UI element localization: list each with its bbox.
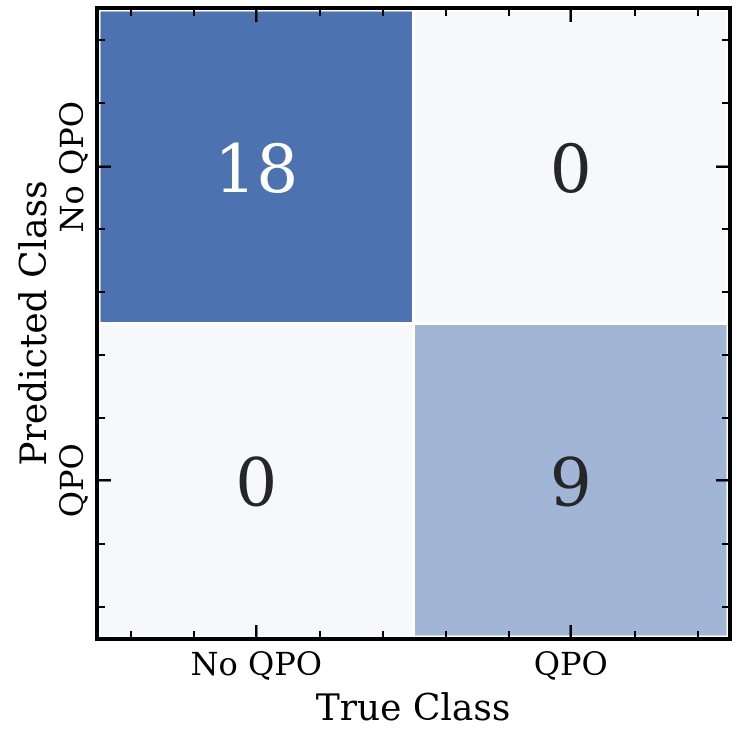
axis-ticks — [97, 8, 730, 639]
heatmap-cells — [97, 8, 730, 639]
plot-frame — [95, 6, 732, 641]
y-tick-label: No QPO — [53, 101, 91, 232]
cell-value-label: 18 — [214, 131, 298, 208]
heatmap-cell — [97, 322, 415, 639]
heatmap-cell — [97, 8, 415, 325]
cell-value-label: 9 — [550, 444, 592, 521]
y-axis-label: Predicted Class — [14, 180, 55, 465]
cell-value-label: 0 — [235, 444, 277, 521]
heatmap-cell — [412, 322, 730, 639]
cell-value-label: 0 — [550, 131, 592, 208]
x-tick-label: QPO — [534, 645, 608, 683]
x-axis-label: True Class — [316, 688, 511, 729]
y-tick-labels: No QPO QPO — [53, 101, 91, 517]
cell-annotations: 18 0 0 9 — [214, 131, 591, 522]
x-tick-label: No QPO — [191, 645, 322, 683]
y-tick-label: QPO — [53, 443, 91, 517]
heatmap-cell — [412, 8, 730, 325]
x-tick-labels: No QPO QPO — [191, 645, 608, 683]
